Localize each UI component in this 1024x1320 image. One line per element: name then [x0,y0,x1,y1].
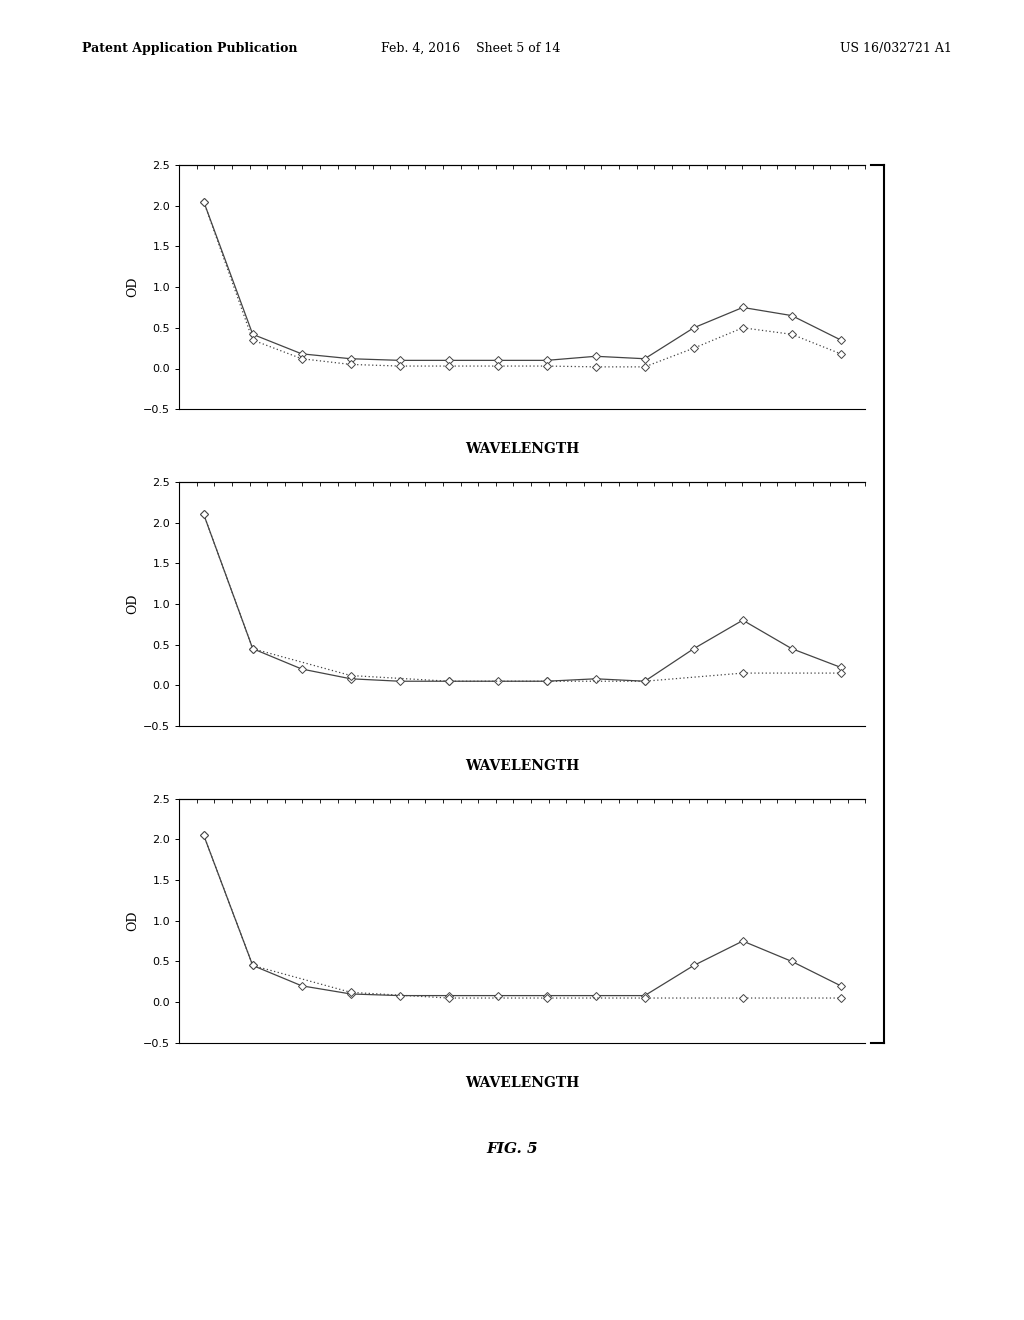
Text: WAVELENGTH: WAVELENGTH [465,442,580,457]
Y-axis label: OD: OD [126,594,139,614]
Text: US 16/032721 A1: US 16/032721 A1 [841,42,952,55]
Text: FIG. 5: FIG. 5 [486,1142,538,1156]
Text: Feb. 4, 2016    Sheet 5 of 14: Feb. 4, 2016 Sheet 5 of 14 [381,42,561,55]
Text: Patent Application Publication: Patent Application Publication [82,42,297,55]
Y-axis label: OD: OD [126,911,139,931]
Y-axis label: OD: OD [126,277,139,297]
Text: WAVELENGTH: WAVELENGTH [465,759,580,774]
Text: WAVELENGTH: WAVELENGTH [465,1076,580,1090]
